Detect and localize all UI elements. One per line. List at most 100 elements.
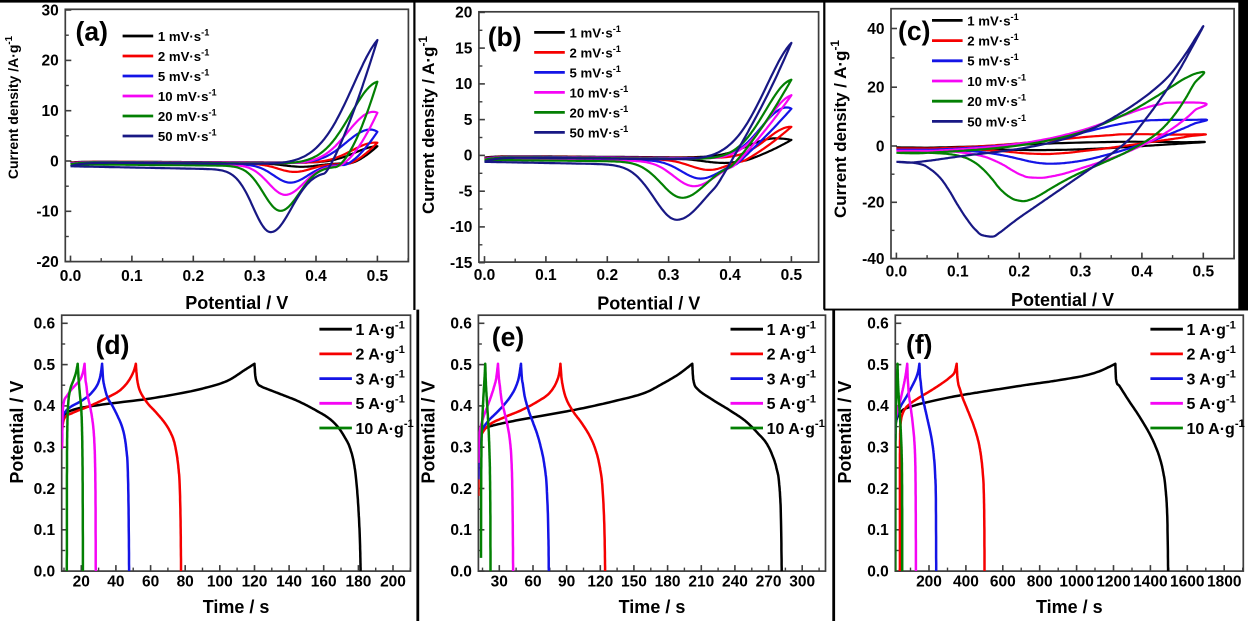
svg-text:-40: -40 xyxy=(862,251,884,268)
svg-text:180: 180 xyxy=(345,573,371,590)
svg-text:20 mV·s-1: 20 mV·s-1 xyxy=(967,93,1026,110)
svg-text:3 A·g-1: 3 A·g-1 xyxy=(1187,369,1236,389)
svg-text:0.5: 0.5 xyxy=(867,357,889,374)
svg-text:0.1: 0.1 xyxy=(947,264,969,281)
svg-text:1 mV·s-1: 1 mV·s-1 xyxy=(158,27,209,44)
svg-text:(c): (c) xyxy=(898,16,930,46)
svg-text:1800: 1800 xyxy=(1207,573,1241,590)
svg-text:Potential / V: Potential / V xyxy=(7,381,27,484)
svg-text:0.1: 0.1 xyxy=(121,268,143,285)
svg-text:600: 600 xyxy=(990,573,1016,590)
svg-text:1 mV·s-1: 1 mV·s-1 xyxy=(570,24,621,41)
svg-text:0.1: 0.1 xyxy=(867,522,889,539)
svg-text:400: 400 xyxy=(953,573,979,590)
svg-text:-10: -10 xyxy=(450,219,472,236)
svg-text:0.0: 0.0 xyxy=(886,264,908,281)
svg-text:0.1: 0.1 xyxy=(535,267,557,284)
svg-text:Current density /A·g-1: Current density /A·g-1 xyxy=(4,35,21,179)
svg-text:50 mV·s-1: 50 mV·s-1 xyxy=(570,124,629,141)
svg-text:Potential / V: Potential / V xyxy=(419,381,439,484)
svg-text:150: 150 xyxy=(621,573,647,590)
svg-text:Time / s: Time / s xyxy=(1036,597,1103,617)
svg-text:0.5: 0.5 xyxy=(781,267,803,284)
svg-text:270: 270 xyxy=(756,573,782,590)
svg-text:0.2: 0.2 xyxy=(1008,264,1030,281)
svg-text:1 A·g-1: 1 A·g-1 xyxy=(356,319,405,339)
svg-text:120: 120 xyxy=(242,573,268,590)
svg-text:140: 140 xyxy=(276,573,302,590)
svg-text:0.0: 0.0 xyxy=(867,563,889,580)
svg-text:5 A·g-1: 5 A·g-1 xyxy=(1187,393,1236,413)
svg-text:(b): (b) xyxy=(488,22,522,52)
svg-text:(e): (e) xyxy=(492,322,524,352)
svg-text:Time / s: Time / s xyxy=(619,597,686,617)
svg-text:0.0: 0.0 xyxy=(450,563,472,580)
svg-text:50 mV·s-1: 50 mV·s-1 xyxy=(967,113,1026,130)
svg-text:100: 100 xyxy=(207,573,233,590)
svg-text:300: 300 xyxy=(789,573,815,590)
svg-text:0.6: 0.6 xyxy=(34,316,56,333)
svg-text:30: 30 xyxy=(491,573,508,590)
svg-text:10 mV·s-1: 10 mV·s-1 xyxy=(967,72,1026,89)
svg-text:15: 15 xyxy=(455,40,473,57)
svg-text:160: 160 xyxy=(311,573,337,590)
svg-text:1 A·g-1: 1 A·g-1 xyxy=(767,319,816,339)
svg-text:1600: 1600 xyxy=(1170,573,1204,590)
svg-text:0.6: 0.6 xyxy=(867,316,889,333)
svg-text:0: 0 xyxy=(876,138,885,155)
svg-text:2 mV·s-1: 2 mV·s-1 xyxy=(967,32,1018,49)
svg-text:20 mV·s-1: 20 mV·s-1 xyxy=(158,107,217,124)
svg-text:3 A·g-1: 3 A·g-1 xyxy=(767,369,816,389)
svg-text:5: 5 xyxy=(464,112,473,129)
svg-text:120: 120 xyxy=(587,573,613,590)
svg-text:1200: 1200 xyxy=(1096,573,1130,590)
svg-text:0.5: 0.5 xyxy=(367,268,389,285)
svg-text:0.2: 0.2 xyxy=(183,268,205,285)
svg-text:10: 10 xyxy=(42,103,59,120)
svg-text:(a): (a) xyxy=(76,17,108,47)
svg-text:10 A·g-1: 10 A·g-1 xyxy=(767,418,825,438)
svg-text:10 mV·s-1: 10 mV·s-1 xyxy=(158,87,217,104)
svg-text:800: 800 xyxy=(1027,573,1053,590)
svg-text:Potential / V: Potential / V xyxy=(597,294,700,314)
svg-text:30: 30 xyxy=(42,2,59,19)
svg-text:-20: -20 xyxy=(862,195,884,212)
svg-text:0.2: 0.2 xyxy=(34,481,56,498)
svg-text:(f): (f) xyxy=(906,330,932,360)
svg-text:5 mV·s-1: 5 mV·s-1 xyxy=(158,67,209,84)
svg-text:0.2: 0.2 xyxy=(867,481,889,498)
svg-text:5 mV·s-1: 5 mV·s-1 xyxy=(967,52,1018,69)
svg-text:0.4: 0.4 xyxy=(305,268,327,285)
svg-text:20: 20 xyxy=(73,573,90,590)
svg-text:20: 20 xyxy=(867,80,884,97)
svg-text:3 A·g-1: 3 A·g-1 xyxy=(356,369,405,389)
svg-text:0.3: 0.3 xyxy=(658,267,680,284)
svg-text:1000: 1000 xyxy=(1059,573,1093,590)
svg-text:0.4: 0.4 xyxy=(450,398,472,415)
svg-text:200: 200 xyxy=(380,573,406,590)
svg-text:5 A·g-1: 5 A·g-1 xyxy=(356,393,405,413)
svg-text:-5: -5 xyxy=(459,184,473,201)
svg-text:20 mV·s-1: 20 mV·s-1 xyxy=(570,104,629,121)
svg-text:2 mV·s-1: 2 mV·s-1 xyxy=(570,44,621,61)
svg-text:-20: -20 xyxy=(36,254,58,271)
svg-text:240: 240 xyxy=(722,573,748,590)
svg-text:Potential / V: Potential / V xyxy=(185,293,288,313)
svg-text:0.6: 0.6 xyxy=(450,316,472,333)
svg-text:0.3: 0.3 xyxy=(450,440,472,457)
svg-text:0.4: 0.4 xyxy=(1131,264,1153,281)
svg-text:0.3: 0.3 xyxy=(1070,264,1092,281)
svg-text:40: 40 xyxy=(867,21,884,38)
svg-text:5 mV·s-1: 5 mV·s-1 xyxy=(570,64,621,81)
svg-text:60: 60 xyxy=(142,573,159,590)
svg-text:-10: -10 xyxy=(36,204,58,221)
svg-text:0.3: 0.3 xyxy=(244,268,266,285)
svg-text:-15: -15 xyxy=(450,255,473,272)
svg-text:Time / s: Time / s xyxy=(203,597,270,617)
svg-text:200: 200 xyxy=(916,573,942,590)
svg-text:0.2: 0.2 xyxy=(450,481,472,498)
svg-text:60: 60 xyxy=(524,573,541,590)
svg-text:180: 180 xyxy=(655,573,681,590)
svg-text:2 mV·s-1: 2 mV·s-1 xyxy=(158,47,209,64)
svg-text:0.0: 0.0 xyxy=(474,267,496,284)
